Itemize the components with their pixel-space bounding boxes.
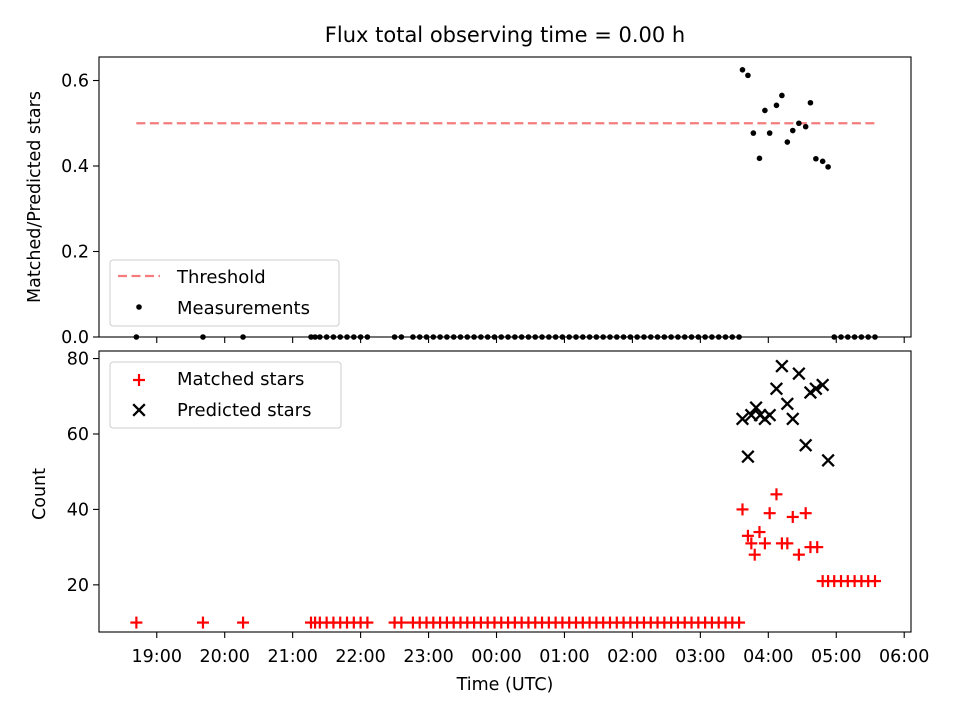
bottom-y-tick-label: 20	[67, 576, 89, 596]
matched-star-point	[763, 507, 776, 520]
bottom-plot-frame	[98, 350, 912, 633]
measurement-point	[756, 155, 763, 162]
matched-star-point	[361, 616, 374, 629]
measurement-point	[779, 92, 785, 99]
bottom-panel: Count Time (UTC) 20 40 60 80 19:00 20:00 21:0…	[30, 350, 929, 695]
matched-star-point	[395, 616, 408, 629]
predicted-star-point	[786, 412, 800, 426]
measurement-point	[796, 120, 802, 127]
top-legend: Threshold Measurements	[109, 259, 340, 327]
bottom-y-ticks: 20 40 60 80	[67, 350, 99, 596]
predicted-star-point	[792, 367, 806, 381]
predicted-star-point	[816, 378, 830, 392]
bottom-legend: Matched stars Predicted stars	[109, 361, 342, 429]
measurement-point	[750, 130, 757, 136]
matched-star-point	[130, 616, 143, 629]
bottom-y-tick-label: 40	[67, 500, 89, 520]
bottom-x-tick-label: 04:00	[743, 647, 793, 667]
predicted-star-point	[809, 382, 823, 396]
predicted-star-point	[775, 359, 789, 373]
matched-star-point	[758, 537, 771, 550]
bottom-x-tick-label: 05:00	[811, 647, 861, 667]
predicted-star-point	[763, 408, 777, 422]
top-y-tick-label: 0.6	[61, 72, 89, 92]
predicted-star-point	[821, 453, 835, 467]
matched-star-point	[741, 529, 754, 542]
legend-measurements-swatch	[136, 304, 142, 310]
matched-star-point	[770, 488, 783, 501]
top-panel: Flux total observing time = 0.00 h Match…	[25, 23, 912, 348]
measurement-point	[784, 139, 791, 145]
predicted-star-point	[749, 400, 763, 415]
top-y-tick-label: 0.2	[61, 243, 89, 263]
predicted-star-point	[780, 397, 794, 411]
matched-star-point	[799, 507, 812, 520]
x-axis-label: Time (UTC)	[456, 675, 554, 695]
predicted-star-points	[735, 359, 835, 467]
top-y-tick-label: 0.4	[61, 157, 89, 177]
legend-predicted-label: Predicted stars	[177, 400, 311, 421]
top-legend-box	[109, 259, 340, 327]
measurement-point	[745, 72, 751, 79]
measurement-point	[807, 99, 814, 106]
matched-star-point	[781, 537, 794, 550]
bottom-x-tick-label: 22:00	[335, 647, 385, 667]
predicted-star-point	[741, 449, 755, 464]
top-y-tick-label: 0.0	[61, 328, 89, 348]
chart-title: Flux total observing time = 0.00 h	[325, 23, 685, 47]
measurement-point	[766, 130, 773, 136]
matched-star-point	[745, 537, 758, 550]
measurement-point	[789, 127, 796, 134]
measurement-point	[819, 158, 826, 165]
legend-matched-label: Matched stars	[177, 369, 304, 390]
top-y-ticks: 0.0 0.2 0.4 0.6	[61, 72, 99, 348]
measurement-point	[739, 67, 746, 73]
matched-star-points	[130, 488, 881, 629]
legend-matched-swatch	[133, 374, 145, 386]
bottom-y-tick-label: 60	[67, 425, 89, 445]
legend-matched-marker	[133, 374, 145, 386]
measurement-point	[762, 107, 768, 114]
legend-threshold-label: Threshold	[176, 267, 266, 288]
bottom-x-tick-label: 01:00	[539, 647, 589, 667]
bottom-x-tick-label: 23:00	[403, 647, 453, 667]
bottom-x-tick-label: 03:00	[675, 647, 725, 667]
bottom-y-axis-label: Count	[30, 468, 50, 520]
predicted-star-point	[769, 382, 784, 396]
bottom-x-ticks: 19:00 20:00 21:00 22:00 23:00 00:00 01:00 02:00…	[132, 632, 929, 667]
measurement-point	[773, 102, 780, 109]
predicted-star-point	[735, 412, 750, 426]
measurement-point	[825, 164, 831, 170]
top-y-axis-label: Matched/Predicted stars	[25, 91, 45, 303]
top-x-ticks	[156, 337, 905, 343]
legend-predicted-marker	[132, 403, 146, 417]
bottom-x-tick-label: 02:00	[607, 647, 657, 667]
matched-star-point	[868, 575, 881, 588]
matched-star-point	[748, 548, 761, 561]
bottom-x-tick-label: 20:00	[199, 647, 249, 667]
bottom-x-tick-label: 21:00	[267, 647, 317, 667]
measurement-point	[802, 123, 809, 130]
bottom-x-tick-label: 06:00	[879, 647, 929, 667]
matched-star-point	[237, 616, 250, 629]
matched-star-point	[792, 548, 805, 561]
bottom-legend-box	[109, 361, 342, 429]
matched-star-point	[811, 541, 824, 554]
matched-star-point	[753, 526, 766, 539]
legend-measurements-label: Measurements	[177, 298, 310, 319]
measurement-point	[813, 155, 819, 162]
top-plot-frame	[98, 56, 912, 338]
predicted-star-point	[799, 438, 813, 452]
matched-star-point	[736, 503, 749, 516]
matched-star-point	[196, 616, 209, 629]
matched-star-point	[733, 616, 746, 629]
bottom-x-tick-label: 00:00	[471, 647, 521, 667]
legend-predicted-swatch	[132, 403, 146, 417]
bottom-x-tick-label: 19:00	[132, 647, 182, 667]
bottom-y-tick-label: 80	[67, 350, 89, 370]
matched-star-point	[786, 510, 799, 523]
